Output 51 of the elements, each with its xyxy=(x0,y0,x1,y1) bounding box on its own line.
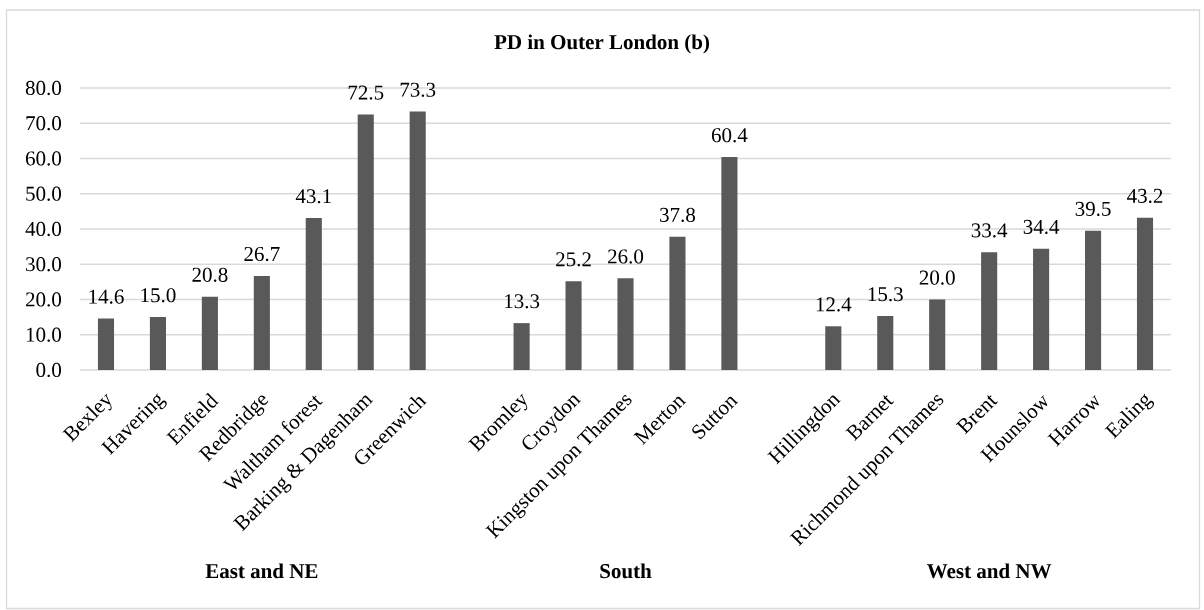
data-label: 15.0 xyxy=(141,288,176,303)
data-label: 25.2 xyxy=(556,252,591,267)
bar xyxy=(877,316,894,370)
y-tick-label: 80.0 xyxy=(25,80,62,96)
data-label: 60.4 xyxy=(711,128,748,143)
data-label: 26.0 xyxy=(608,249,644,264)
bar xyxy=(409,111,426,370)
y-tick-label: 30.0 xyxy=(26,257,62,272)
data-label: 43.1 xyxy=(295,189,331,204)
text: South xyxy=(600,563,652,579)
bar xyxy=(1085,230,1102,370)
bar xyxy=(1033,248,1050,370)
bar xyxy=(565,281,582,370)
data-label: 37.8 xyxy=(660,207,696,223)
bar xyxy=(669,236,686,370)
y-tick-label: 20.0 xyxy=(25,292,62,307)
text: East and NE xyxy=(205,563,318,579)
data-label: 72.5 xyxy=(348,85,384,100)
bar xyxy=(617,278,634,370)
bar xyxy=(253,275,270,370)
data-label: 34.4 xyxy=(1023,219,1060,235)
y-tick-label: 0.0 xyxy=(36,362,62,378)
y-tick-label: 60.0 xyxy=(25,151,62,166)
text: West and NW xyxy=(927,563,1052,579)
bar xyxy=(305,218,322,370)
data-label: 12.4 xyxy=(816,297,852,312)
data-label: 15.3 xyxy=(868,287,903,302)
bar xyxy=(149,317,166,370)
y-tick-label: 50.0 xyxy=(26,186,62,201)
data-label: 43.2 xyxy=(1127,188,1163,204)
bar xyxy=(825,326,842,370)
data-label: 33.4 xyxy=(971,223,1008,238)
y-tick-label: 70.0 xyxy=(26,116,62,131)
bar xyxy=(1136,217,1154,370)
bar xyxy=(721,157,738,370)
data-label: 20.8 xyxy=(192,267,228,282)
data-label: 39.5 xyxy=(1075,201,1111,217)
bar xyxy=(201,296,218,370)
data-label: 14.6 xyxy=(89,289,124,304)
bar xyxy=(97,318,115,370)
data-label: 13.3 xyxy=(505,294,540,309)
data-label: 73.3 xyxy=(400,82,436,97)
bar xyxy=(357,114,374,370)
bar xyxy=(929,299,946,370)
bar xyxy=(513,323,530,370)
bar xyxy=(981,252,998,370)
chart-title: PD in Outer London (b) xyxy=(494,34,710,54)
y-tick-label: 10.0 xyxy=(26,327,62,342)
data-label: 26.7 xyxy=(244,246,280,262)
data-label: 20.0 xyxy=(919,270,955,285)
y-tick-label: 40.0 xyxy=(25,221,62,237)
